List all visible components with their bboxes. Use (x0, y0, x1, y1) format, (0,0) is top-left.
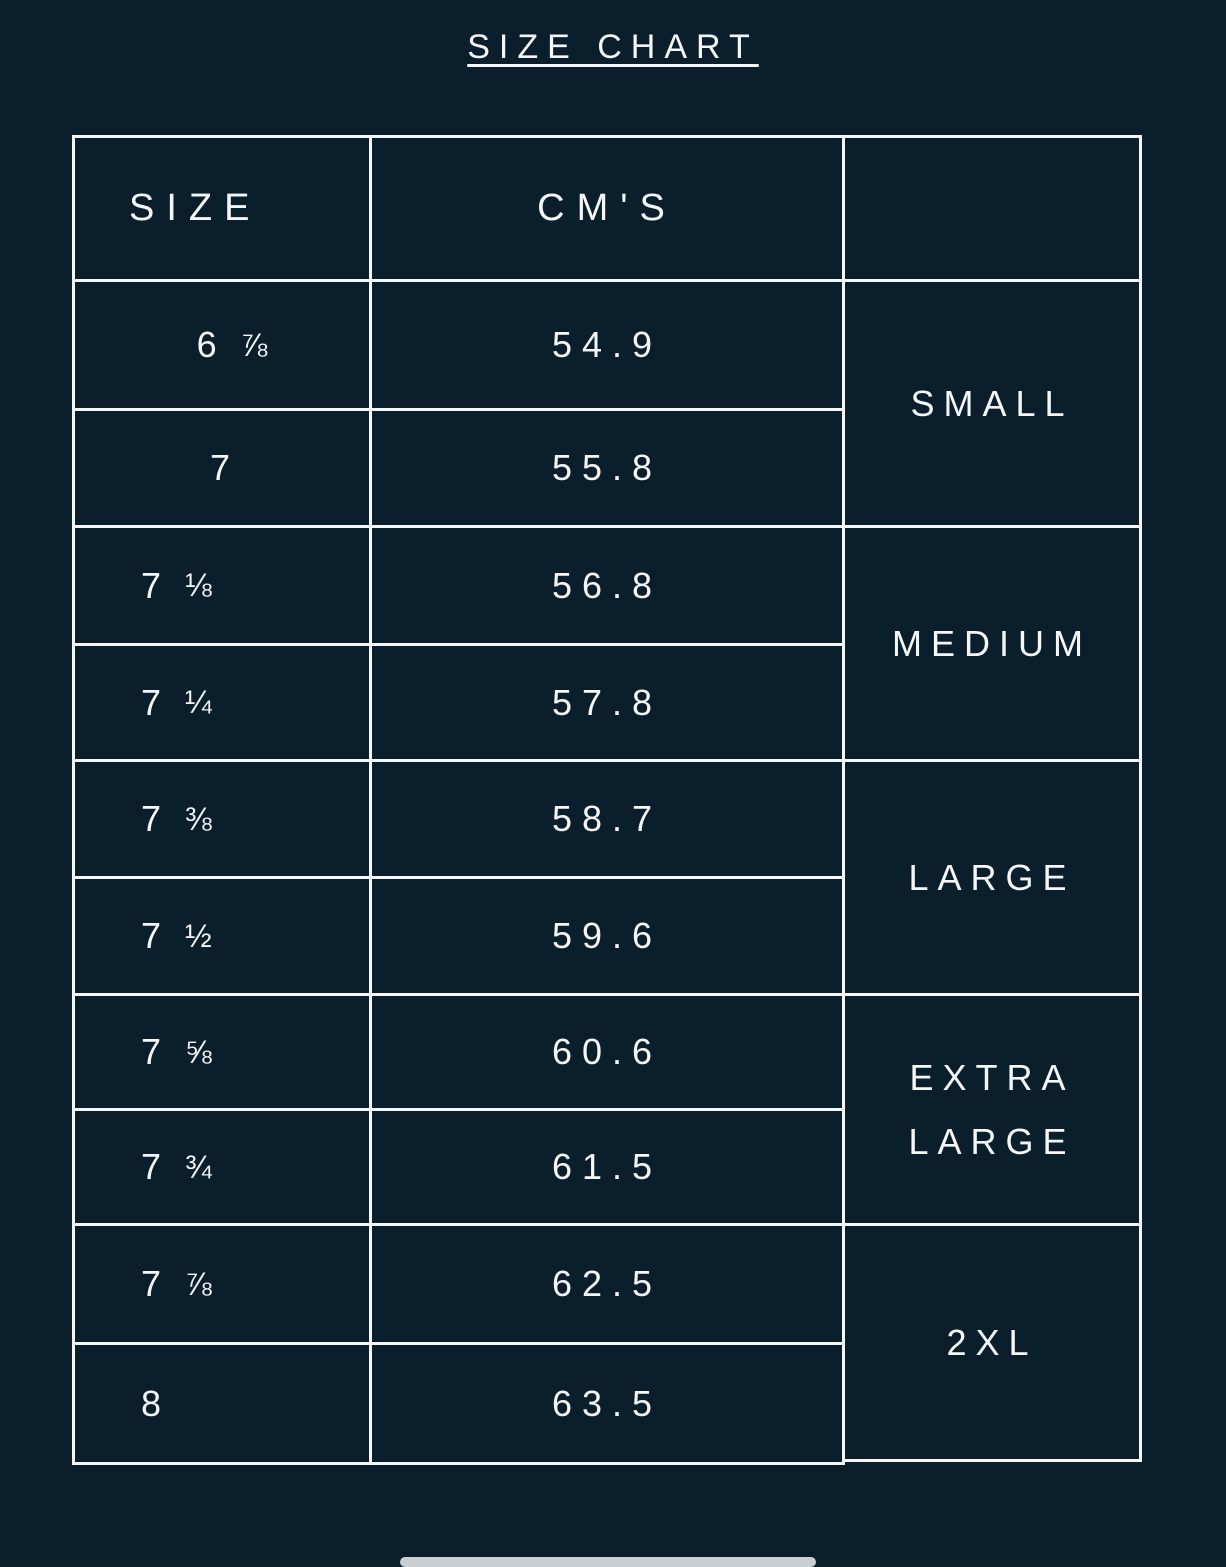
cm-cell: 60.6 (369, 993, 845, 1111)
size-whole: 7 (141, 1263, 172, 1304)
group-extra-large: EXTRA LARGE (842, 993, 1142, 1226)
cm-cell: 58.7 (369, 759, 845, 879)
size-whole: 7 (141, 915, 172, 956)
size-whole: 8 (141, 1382, 172, 1424)
size-whole: 7 (209, 447, 241, 488)
cm-cell: 56.8 (369, 525, 845, 646)
size-whole: 7 (141, 564, 172, 606)
cm-cell: 55.8 (369, 408, 845, 528)
header-group (842, 135, 1142, 282)
size-whole: 7 (141, 798, 172, 839)
size-whole: 7 (141, 1031, 172, 1072)
group-large: LARGE (842, 759, 1142, 996)
size-chart-table: SIZE CM'S 6 ⅞ 54.9 7 55.8 7 ⅛ 56.8 7 ¼ 57.8 7 ⅜ 58.7 7… (72, 135, 1142, 1465)
size-whole: 7 (141, 681, 172, 723)
size-fraction: ⅞ (240, 326, 268, 363)
cm-cell: 57.8 (369, 643, 845, 762)
size-fraction: ⅜ (185, 800, 212, 837)
group-2xl: 2XL (842, 1223, 1142, 1462)
cm-cell: 61.5 (369, 1108, 845, 1226)
size-fraction: ¾ (185, 1148, 212, 1185)
size-cell: 8 (72, 1342, 372, 1465)
size-whole: 7 (141, 1146, 172, 1187)
size-fraction: ¼ (185, 684, 212, 720)
group-small: SMALL (842, 279, 1142, 528)
size-fraction: ⅛ (185, 567, 212, 603)
size-cell: 7 (72, 408, 372, 528)
page-title: SIZE CHART (467, 28, 759, 66)
home-indicator[interactable] (400, 1557, 816, 1567)
size-fraction: ⅞ (185, 1265, 212, 1302)
header-cms: CM'S (369, 135, 845, 282)
cm-cell: 54.9 (369, 279, 845, 411)
cm-cell: 62.5 (369, 1223, 845, 1345)
cm-cell: 63.5 (369, 1342, 845, 1465)
group-medium: MEDIUM (842, 525, 1142, 762)
size-fraction: ½ (185, 917, 212, 954)
size-whole: 6 (196, 324, 227, 365)
cm-cell: 59.6 (369, 876, 845, 996)
size-fraction: ⅝ (185, 1033, 212, 1070)
header-size: SIZE (72, 135, 372, 282)
